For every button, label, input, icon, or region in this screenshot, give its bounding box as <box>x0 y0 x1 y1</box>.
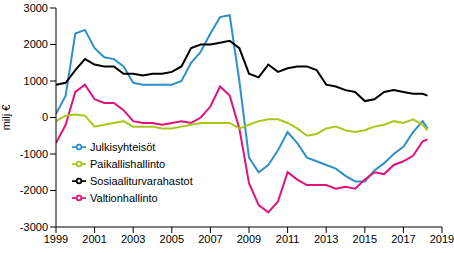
svg-text:0: 0 <box>42 111 48 123</box>
svg-text:1000: 1000 <box>24 75 48 87</box>
svg-text:-3000: -3000 <box>20 221 48 233</box>
svg-text:2007: 2007 <box>198 233 222 245</box>
svg-text:1999: 1999 <box>44 233 68 245</box>
svg-text:2019: 2019 <box>430 233 446 245</box>
svg-text:3000: 3000 <box>24 2 48 14</box>
html-text:Julkisyhteisöt: Julkisyhteisöt <box>90 141 156 153</box>
html-text:Valtionhallinto: Valtionhallinto <box>90 192 158 204</box>
svg-text:2015: 2015 <box>353 233 377 245</box>
svg-text:2013: 2013 <box>314 233 338 245</box>
html-text:Paikallishallinto: Paikallishallinto <box>90 158 166 170</box>
svg-text:2011: 2011 <box>276 233 300 245</box>
svg-text:2003: 2003 <box>121 233 145 245</box>
html-text:Sosiaaliturvarahastot: Sosiaaliturvarahastot <box>90 175 193 187</box>
svg-text:-1000: -1000 <box>20 148 48 160</box>
svg-text:2001: 2001 <box>82 233 106 245</box>
svg-text:2017: 2017 <box>391 233 415 245</box>
svg-text:2009: 2009 <box>237 233 261 245</box>
svg-text:-2000: -2000 <box>20 184 48 196</box>
svg-text:2005: 2005 <box>160 233 184 245</box>
svg-text:2000: 2000 <box>24 38 48 50</box>
svg-text:milj €: milj € <box>8 105 12 131</box>
